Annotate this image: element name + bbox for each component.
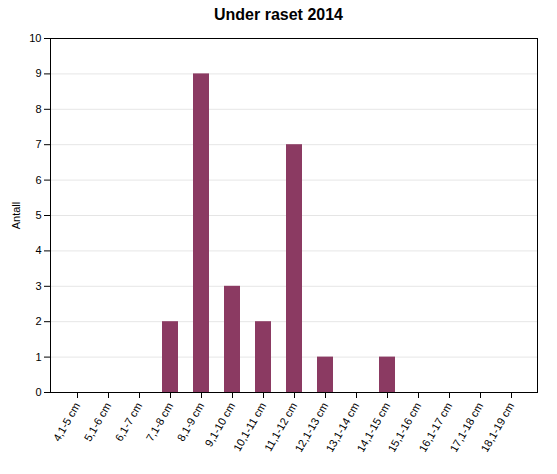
svg-text:0: 0	[35, 386, 41, 398]
svg-text:13,1-14 cm: 13,1-14 cm	[323, 400, 362, 454]
svg-text:Antall: Antall	[10, 202, 22, 230]
svg-text:2: 2	[35, 315, 41, 327]
svg-text:9,1-10 cm: 9,1-10 cm	[202, 400, 237, 448]
svg-text:4: 4	[35, 244, 41, 256]
svg-text:4,1-5 cm: 4,1-5 cm	[50, 400, 82, 443]
svg-text:16,1-17 cm: 16,1-17 cm	[416, 400, 455, 454]
svg-text:10,1-11 cm: 10,1-11 cm	[230, 400, 269, 454]
svg-text:5: 5	[35, 209, 41, 221]
svg-text:11,1-12 cm: 11,1-12 cm	[261, 400, 300, 454]
svg-text:7: 7	[35, 138, 41, 150]
svg-text:14,1-15 cm: 14,1-15 cm	[354, 400, 393, 454]
svg-text:17,1-18 cm: 17,1-18 cm	[447, 400, 486, 454]
svg-text:5,1-6 cm: 5,1-6 cm	[81, 400, 113, 443]
svg-text:8,1-9 cm: 8,1-9 cm	[174, 400, 206, 443]
svg-text:8: 8	[35, 103, 41, 115]
svg-text:6: 6	[35, 174, 41, 186]
svg-text:7,1-8 cm: 7,1-8 cm	[143, 400, 175, 443]
svg-text:10: 10	[29, 32, 41, 44]
svg-text:15,1-16 cm: 15,1-16 cm	[385, 400, 424, 454]
svg-text:9: 9	[35, 67, 41, 79]
svg-text:6,1-7 cm: 6,1-7 cm	[112, 400, 144, 443]
svg-text:18,1-19 cm: 18,1-19 cm	[478, 400, 516, 454]
svg-text:1: 1	[35, 351, 41, 363]
svg-text:12,1-13 cm: 12,1-13 cm	[292, 400, 331, 454]
html-text:Under raset 2014: Under raset 2014	[214, 6, 343, 23]
svg-text:3: 3	[35, 280, 41, 292]
